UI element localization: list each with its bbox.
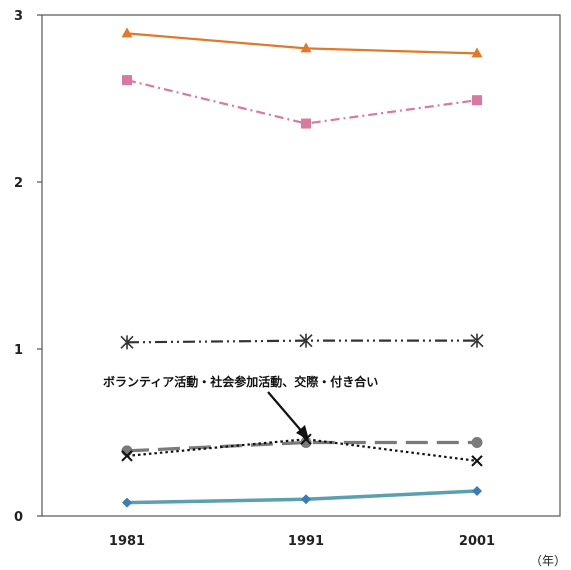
- data-point: [120, 335, 134, 350]
- x-tick-label: 1991: [288, 534, 324, 549]
- y-tick-label: 2: [14, 176, 23, 191]
- data-point: [300, 42, 312, 53]
- x-tick-label: 1981: [109, 534, 145, 549]
- series-line: [126, 489, 478, 505]
- annotation-arrow: [267, 391, 305, 435]
- y-tick-label: 0: [14, 510, 23, 525]
- y-tick-label: 1: [14, 343, 23, 358]
- data-point: [472, 95, 482, 106]
- chart-axes: 0 1 2 3 1981 1991 2001: [14, 9, 561, 549]
- series-line: [126, 339, 477, 344]
- data-point: [121, 450, 133, 462]
- data-point: [122, 75, 132, 86]
- data-point: [299, 333, 313, 348]
- annotation: ボランティア活動・社会参加活動、交際・付き合い: [103, 374, 378, 440]
- annotation-arrowhead: [296, 425, 309, 440]
- data-point: [471, 437, 483, 449]
- data-point: [472, 485, 482, 496]
- plot-frame: [41, 14, 561, 517]
- x-tick-label: 2001: [459, 534, 495, 549]
- data-point: [471, 47, 483, 58]
- data-point: [301, 118, 311, 129]
- data-point: [471, 455, 483, 467]
- data-point: [470, 333, 484, 348]
- series-markers: [120, 27, 484, 508]
- data-point: [121, 27, 133, 38]
- data-point: [301, 494, 311, 505]
- x-axis-unit: （年）: [530, 554, 566, 568]
- series-line: [126, 440, 477, 453]
- annotation-label: ボランティア活動・社会参加活動、交際・付き合い: [103, 374, 378, 389]
- series-line: [126, 79, 478, 125]
- y-tick-label: 3: [14, 9, 23, 24]
- data-point: [122, 497, 132, 508]
